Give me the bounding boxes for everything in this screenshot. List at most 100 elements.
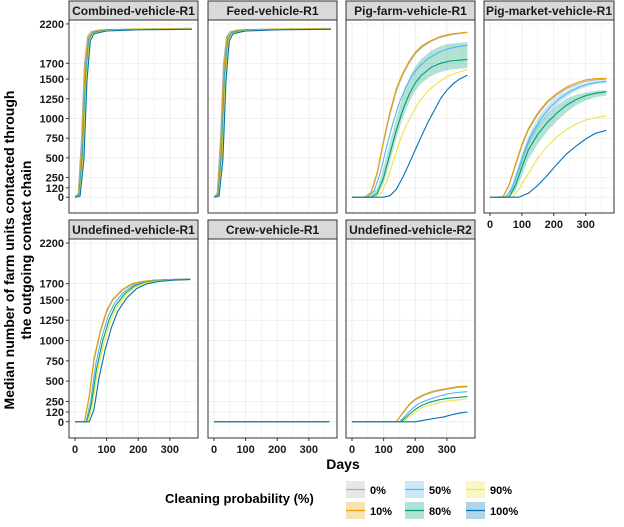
panel-title: Pig-farm-vehicle-R1 xyxy=(354,4,467,18)
panel-undefined-vehicle-r2: Undefined-vehicle-R2 0 100 200 300 xyxy=(345,219,476,456)
series-line-100pct xyxy=(74,28,193,198)
series-line-90pct xyxy=(352,69,468,198)
y-tick-label: 1000 xyxy=(40,113,64,125)
series-line-100pct xyxy=(352,411,468,423)
panel-border xyxy=(345,238,476,439)
series-line-80pct xyxy=(490,91,607,198)
panel-plot-area xyxy=(346,239,475,438)
panel-title: Feed-vehicle-R1 xyxy=(226,4,318,18)
legend-label: 100% xyxy=(490,506,518,518)
series-line-90pct xyxy=(75,278,191,423)
panel-border xyxy=(207,19,338,214)
panel-border xyxy=(68,19,199,214)
y-tick-label: 1700 xyxy=(40,58,64,70)
y-tick-label: 2200 xyxy=(40,19,64,31)
series-line-50pct xyxy=(490,80,607,198)
x-tick-label: 300 xyxy=(161,444,179,456)
panel-plot-area xyxy=(208,239,337,438)
x-tick-label: 100 xyxy=(374,444,392,456)
y-tick-label: 1500 xyxy=(40,295,64,307)
y-tick-label: 500 xyxy=(46,376,64,388)
series-line-100pct xyxy=(490,129,607,198)
x-tick-label: 200 xyxy=(545,219,563,231)
y-tick-label: 250 xyxy=(46,396,64,408)
legend-title: Cleaning probability (%) xyxy=(165,491,314,506)
panel-border xyxy=(68,238,199,439)
panel-grid xyxy=(69,239,198,438)
series-line-100pct xyxy=(213,28,332,198)
y-axis-title-line1: Median number of farm units contacted th… xyxy=(1,91,17,410)
x-tick-label: 0 xyxy=(349,444,355,456)
series-line-10pct xyxy=(75,278,191,423)
series-line-10pct xyxy=(352,385,468,423)
panel-border xyxy=(483,19,615,214)
legend-item-90pct: 90% xyxy=(466,481,512,498)
series-line-100pct xyxy=(75,279,191,423)
panel-plot-area xyxy=(69,20,198,213)
series-line-100pct xyxy=(352,74,468,198)
y-tick-label: 750 xyxy=(46,133,64,145)
series-line-90pct xyxy=(490,115,607,198)
y-tick-label: 1250 xyxy=(40,94,64,106)
x-tick-label: 200 xyxy=(406,444,424,456)
panel-feed-vehicle-r1: Feed-vehicle-R1 xyxy=(207,0,338,214)
panel-plot-area xyxy=(484,20,614,213)
y-tick-label: 500 xyxy=(46,153,64,165)
legend-label: 0% xyxy=(370,485,386,497)
legend-item-50pct: 50% xyxy=(405,481,451,498)
y-tick-label: 750 xyxy=(46,356,64,368)
x-axis-title: Days xyxy=(326,456,360,472)
panel-grid xyxy=(346,20,475,213)
legend-label: 90% xyxy=(490,485,512,497)
legend-item-10pct: 10% xyxy=(346,502,392,519)
legend-item-80pct: 80% xyxy=(405,502,451,519)
series-line-10pct xyxy=(490,77,607,198)
y-tick-label: 120 xyxy=(46,407,64,419)
panel-pig-farm-vehicle-r1: Pig-farm-vehicle-R1 xyxy=(345,0,476,214)
panel-plot-area xyxy=(69,239,198,438)
y-tick-label: 2200 xyxy=(40,238,64,250)
panel-grid xyxy=(69,20,198,213)
panels-layer: Combined-vehicle-R1012025050075010001250… xyxy=(40,0,615,456)
legend-label: 80% xyxy=(429,506,451,518)
y-tick-label: 250 xyxy=(46,173,64,185)
panel-title: Undefined-vehicle-R1 xyxy=(72,223,195,237)
x-tick-label: 100 xyxy=(236,444,254,456)
panel-pig-market-vehicle-r1: Pig-market-vehicle-R1 0 100 200 300 xyxy=(483,0,615,231)
panel-undefined-vehicle-r1: Undefined-vehicle-R101202505007501000125… xyxy=(40,219,199,456)
panel-plot-area xyxy=(208,20,337,213)
y-tick-label: 0 xyxy=(58,417,64,429)
band-80pct xyxy=(490,90,607,198)
series-line-80pct xyxy=(352,396,468,423)
panel-border xyxy=(207,238,338,439)
band-80pct xyxy=(352,42,468,198)
legend-item-100pct: 100% xyxy=(466,502,518,519)
legend-label: 50% xyxy=(429,485,451,497)
panel-title: Combined-vehicle-R1 xyxy=(72,4,195,18)
y-tick-label: 1000 xyxy=(40,336,64,348)
panel-grid xyxy=(346,239,475,438)
y-tick-label: 0 xyxy=(58,192,64,204)
series-line-80pct xyxy=(352,58,468,198)
x-tick-label: 0 xyxy=(211,444,217,456)
x-tick-label: 0 xyxy=(487,219,493,231)
panel-title: Pig-market-vehicle-R1 xyxy=(486,4,612,18)
panel-border xyxy=(345,19,476,214)
x-tick-label: 300 xyxy=(438,444,456,456)
x-tick-label: 300 xyxy=(300,444,318,456)
x-tick-label: 300 xyxy=(576,219,594,231)
y-tick-label: 1700 xyxy=(40,279,64,291)
panel-title: Crew-vehicle-R1 xyxy=(226,223,320,237)
x-tick-label: 100 xyxy=(513,219,531,231)
series-line-10pct xyxy=(352,31,468,198)
y-tick-label: 1250 xyxy=(40,315,64,327)
legend-item-0pct: 0% xyxy=(346,481,386,498)
legend: Cleaning probability (%) 0% 10% 50% 80% 90% 1… xyxy=(165,481,518,519)
x-tick-label: 0 xyxy=(72,444,78,456)
legend-label: 10% xyxy=(370,506,392,518)
x-tick-label: 100 xyxy=(97,444,115,456)
panel-title: Undefined-vehicle-R2 xyxy=(349,223,472,237)
y-tick-label: 120 xyxy=(46,183,64,195)
